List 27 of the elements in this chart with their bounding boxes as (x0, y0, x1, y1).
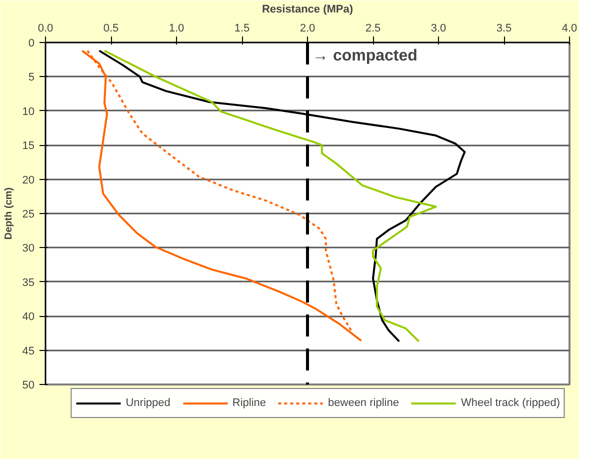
legend-label: beween ripline (328, 397, 399, 409)
x-tick-label: 2.0 (300, 22, 316, 34)
x-tick-label: 3.5 (496, 22, 512, 34)
y-axis-title: Depth (cm) (3, 187, 14, 240)
y-tick-label: 45 (22, 345, 35, 358)
y-tick-label: 40 (22, 311, 35, 324)
y-tick-label: 35 (22, 276, 35, 289)
x-tick-label: 0.0 (38, 22, 54, 34)
x-tick-label: 2.5 (365, 22, 381, 34)
legend-label: Ripline (232, 397, 266, 409)
legend-label: Wheel track (ripped) (460, 397, 560, 409)
x-axis-title: Resistance (MPa) (262, 4, 354, 16)
y-tick-label: 30 (22, 242, 35, 255)
x-tick-label: 1.0 (168, 22, 184, 34)
x-tick-label: 1.5 (234, 22, 250, 34)
x-tick-label: 3.0 (430, 22, 446, 34)
y-tick-label: 25 (22, 208, 35, 220)
ref-line-label: → compacted (312, 48, 418, 64)
y-tick-label: 50 (22, 380, 35, 392)
y-tick-label: 20 (22, 174, 35, 186)
x-tick-label: 0.5 (103, 22, 119, 34)
y-tick-label: 5 (28, 72, 35, 84)
x-tick-label: 4.0 (562, 22, 578, 34)
y-tick-label: 10 (22, 106, 35, 118)
legend-label: Unripped (126, 397, 170, 409)
y-tick-label: 0 (28, 38, 35, 50)
y-tick-label: 15 (22, 140, 35, 152)
